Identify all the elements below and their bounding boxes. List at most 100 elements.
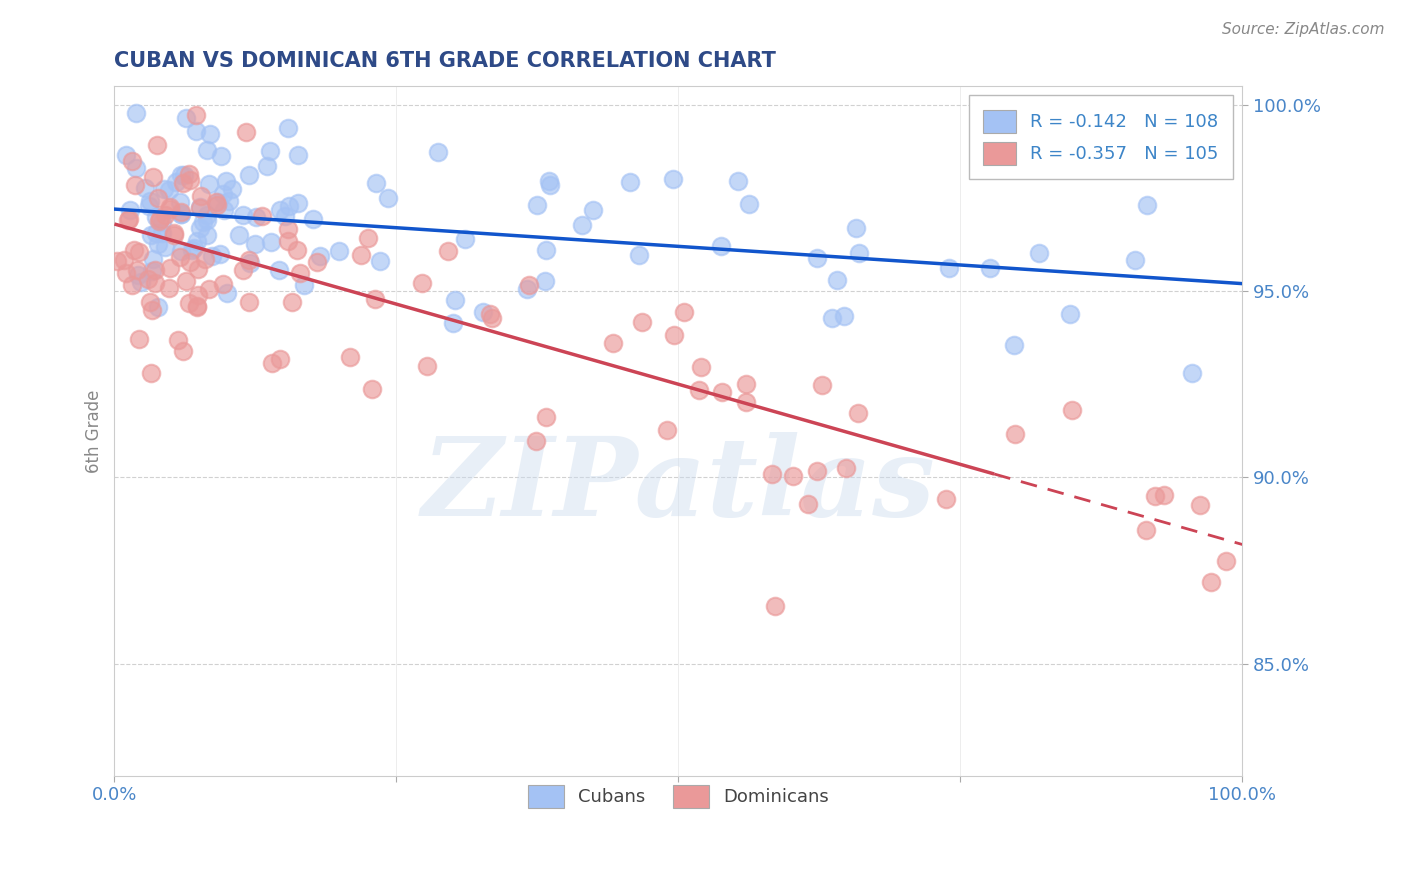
Point: [163, 227, 186, 241]
Point: [734, 377, 756, 392]
Point: [1060, 403, 1083, 417]
Point: [170, 244, 193, 258]
Point: [208, 246, 231, 260]
Point: [738, 196, 761, 211]
Point: [145, 138, 167, 153]
Point: [198, 127, 221, 141]
Point: [212, 187, 235, 202]
Point: [835, 461, 858, 475]
Point: [120, 202, 142, 217]
Point: [148, 237, 170, 252]
Point: [128, 332, 150, 346]
Point: [173, 169, 195, 183]
Point: [239, 256, 262, 270]
Point: [657, 423, 679, 437]
Point: [170, 168, 193, 182]
Y-axis label: 6th Grade: 6th Grade: [86, 389, 103, 473]
Point: [194, 252, 217, 267]
Point: [761, 467, 783, 481]
Point: [183, 241, 205, 255]
Point: [214, 202, 236, 217]
Point: [235, 125, 257, 139]
Point: [159, 202, 181, 217]
Text: CUBAN VS DOMINICAN 6TH GRADE CORRELATION CHART: CUBAN VS DOMINICAN 6TH GRADE CORRELATION…: [114, 51, 776, 70]
Point: [197, 144, 219, 158]
Point: [188, 202, 211, 216]
Point: [177, 296, 200, 310]
Point: [444, 293, 467, 308]
Point: [811, 378, 834, 392]
Point: [411, 277, 433, 291]
Point: [153, 208, 176, 222]
Point: [143, 263, 166, 277]
Point: [516, 282, 538, 296]
Point: [142, 169, 165, 184]
Point: [205, 194, 228, 209]
Point: [305, 255, 328, 269]
Point: [1135, 523, 1157, 537]
Point: [277, 222, 299, 236]
Point: [825, 273, 848, 287]
Point: [534, 409, 557, 424]
Point: [221, 182, 243, 196]
Point: [198, 177, 221, 191]
Point: [212, 277, 235, 291]
Point: [125, 262, 148, 277]
Point: [360, 382, 382, 396]
Point: [118, 212, 141, 227]
Point: [124, 243, 146, 257]
Point: [821, 311, 844, 326]
Point: [159, 261, 181, 276]
Point: [217, 286, 239, 301]
Point: [127, 268, 149, 283]
Point: [155, 240, 177, 254]
Point: [124, 178, 146, 193]
Point: [148, 212, 170, 227]
Point: [159, 200, 181, 214]
Point: [141, 303, 163, 318]
Point: [166, 333, 188, 347]
Point: [145, 210, 167, 224]
Point: [112, 253, 135, 268]
Point: [205, 197, 228, 211]
Point: [287, 196, 309, 211]
Point: [180, 244, 202, 258]
Point: [628, 248, 651, 262]
Point: [214, 174, 236, 188]
Point: [377, 191, 399, 205]
Point: [186, 299, 208, 313]
Point: [845, 221, 868, 235]
Point: [292, 277, 315, 292]
Point: [195, 208, 218, 222]
Point: [105, 254, 128, 268]
Point: [187, 261, 209, 276]
Point: [526, 198, 548, 212]
Point: [136, 271, 159, 285]
Point: [688, 383, 710, 397]
Point: [274, 209, 297, 223]
Point: [938, 261, 960, 276]
Point: [188, 200, 211, 214]
Point: [269, 351, 291, 366]
Point: [287, 148, 309, 162]
Point: [170, 207, 193, 221]
Point: [1028, 246, 1050, 260]
Point: [148, 191, 170, 205]
Point: [191, 215, 214, 229]
Point: [125, 105, 148, 120]
Point: [143, 276, 166, 290]
Point: [174, 111, 197, 125]
Point: [190, 189, 212, 203]
Point: [170, 207, 193, 221]
Point: [763, 599, 786, 614]
Point: [416, 359, 439, 373]
Point: [533, 274, 555, 288]
Point: [139, 194, 162, 209]
Point: [153, 182, 176, 196]
Point: [479, 307, 502, 321]
Point: [172, 344, 194, 359]
Point: [1059, 307, 1081, 321]
Point: [139, 294, 162, 309]
Point: [1002, 337, 1025, 351]
Point: [184, 123, 207, 137]
